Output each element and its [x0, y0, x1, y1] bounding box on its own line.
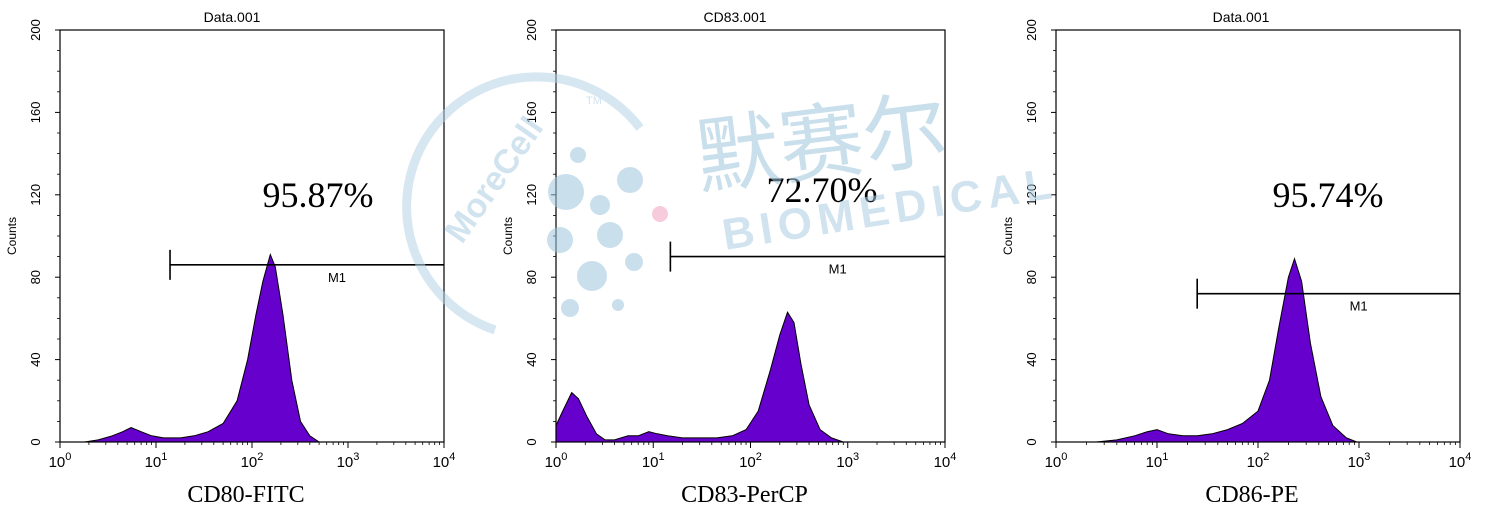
x-tick-label: 100	[545, 451, 568, 471]
histogram-panel-3: Data.001 0 40 80 120 160 200 Counts 100 101 102 103…	[1001, 9, 1471, 508]
marker-label: M1	[328, 270, 346, 285]
watermark-trademark: TM	[586, 95, 602, 107]
y-tick-label: 0	[524, 438, 539, 445]
marker-label: M1	[829, 262, 847, 277]
x-axis-label: CD80-FITC	[187, 482, 304, 508]
watermark-brand: MoreCell	[437, 110, 550, 249]
y-axis-label: Counts	[5, 217, 19, 255]
y-tick-label: 120	[28, 184, 43, 206]
x-tick-label: 100	[1045, 451, 1068, 471]
y-axis-label: Counts	[1001, 217, 1015, 255]
y-tick-label: 0	[1024, 438, 1039, 445]
y-axis-label: Counts	[501, 217, 515, 255]
plot-title: Data.001	[204, 9, 261, 25]
plot-title: Data.001	[1213, 9, 1270, 25]
y-tick-label: 80	[1024, 270, 1039, 284]
x-tick-label: 102	[1247, 451, 1270, 471]
histogram-area	[1096, 257, 1357, 443]
gate-percent: 95.74%	[1273, 175, 1384, 215]
y-tick-label: 160	[28, 102, 43, 124]
x-tick-label: 103	[337, 451, 360, 471]
x-tick-label: 102	[739, 451, 762, 471]
x-tick-label: 100	[49, 451, 72, 471]
x-tick-label: 103	[1348, 451, 1371, 471]
gate-percent: 72.70%	[767, 170, 878, 210]
watermark: MoreCell TM 默赛尔 BIOMEDICAL	[402, 72, 1061, 335]
y-tick-label: 160	[524, 102, 539, 124]
x-tick-label: 103	[836, 451, 859, 471]
y-tick-label: 40	[28, 352, 43, 366]
marker-label: M1	[1350, 299, 1368, 314]
x-tick-label: 104	[934, 451, 957, 471]
y-tick-label: 200	[28, 19, 43, 41]
x-axis-label: CD83-PerCP	[681, 482, 808, 508]
y-tick-label: 80	[524, 270, 539, 284]
x-tick-label: 101	[145, 451, 168, 471]
y-tick-label: 200	[524, 19, 539, 41]
y-tick-label: 120	[1024, 184, 1039, 206]
histogram-area	[555, 311, 844, 443]
histogram-panel-2: CD83.001 0 40 80 120 160 200 Counts 100 101 102 103…	[501, 9, 956, 508]
x-axis-label: CD86-PE	[1205, 482, 1298, 508]
y-tick-label: 120	[524, 184, 539, 206]
histogram-panel-1: Data.001 0 40 80 120 160 200 Counts 100 101 102 103…	[5, 9, 455, 508]
x-tick-label: 104	[433, 451, 456, 471]
histogram-area	[84, 252, 321, 443]
y-tick-label: 200	[1024, 19, 1039, 41]
gate-percent: 95.87%	[263, 175, 374, 215]
plot-title: CD83.001	[703, 9, 766, 25]
y-tick-label: 40	[1024, 352, 1039, 366]
x-tick-label: 102	[241, 451, 264, 471]
plot-frame	[1055, 29, 1461, 443]
watermark-logo-icon	[402, 72, 668, 335]
y-tick-label: 80	[28, 270, 43, 284]
y-tick-label: 40	[524, 352, 539, 366]
x-tick-label: 104	[1449, 451, 1472, 471]
x-tick-label: 101	[1146, 451, 1169, 471]
y-tick-label: 0	[28, 438, 43, 445]
y-tick-label: 160	[1024, 102, 1039, 124]
x-tick-label: 101	[642, 451, 665, 471]
